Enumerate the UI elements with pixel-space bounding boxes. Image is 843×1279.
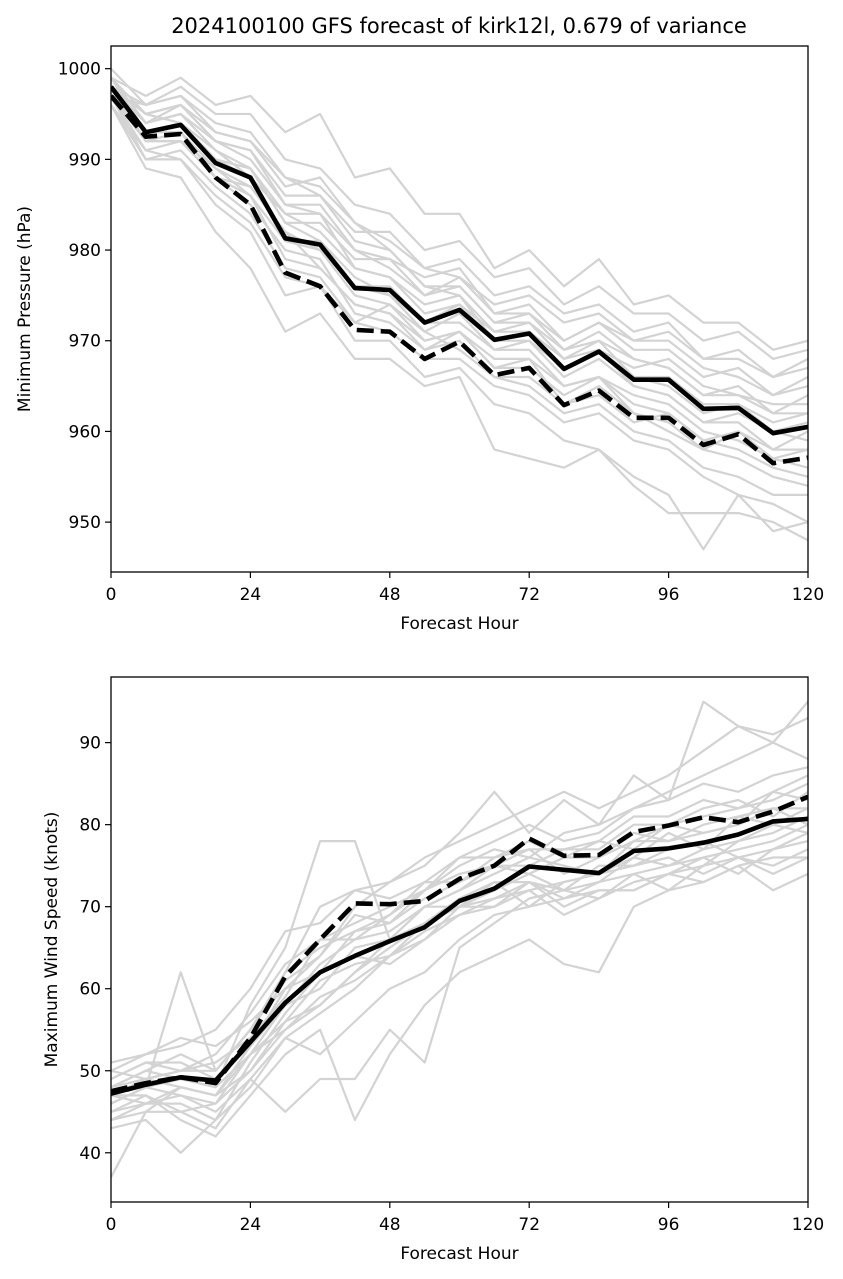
y-tick-label: 60	[79, 980, 101, 1000]
ensemble-member-line	[111, 85, 808, 406]
y-tick-label: 970	[69, 332, 101, 352]
dashed-mean-line	[111, 94, 808, 466]
x-tick-label: 96	[658, 585, 680, 605]
ensemble-member-line	[111, 77, 808, 424]
x-tick-label: 0	[106, 585, 117, 605]
ensemble-member-line	[111, 86, 808, 451]
ensemble-member-line	[111, 831, 808, 1105]
ensemble-member-line	[111, 85, 808, 469]
x-tick-label: 24	[240, 1215, 262, 1235]
ensemble-member-line	[111, 77, 808, 397]
ensemble-member-line	[111, 790, 808, 1081]
y-tick-label: 950	[69, 513, 101, 533]
ensemble-member-line	[111, 823, 808, 1154]
pressure-panel: 0 24 48 72 96 120 950 960 970 980 990 1000 Forecast …	[15, 45, 824, 634]
ensemble-member-line	[111, 94, 808, 415]
ensemble-member-line	[111, 856, 808, 1105]
x-axis-label: Forecast Hour	[400, 614, 518, 634]
y-tick-label: 90	[79, 734, 101, 754]
y-tick-label: 40	[79, 1144, 101, 1164]
solid-mean-line	[111, 816, 808, 1096]
x-tick-label: 120	[792, 1215, 824, 1235]
ensemble-member-line	[111, 807, 808, 1097]
y-tick-label: 1000	[58, 60, 101, 80]
ensemble-member-line	[111, 766, 808, 1080]
axes-frame	[110, 676, 809, 1203]
solid-mean-line	[111, 85, 808, 436]
ensemble-member-line	[111, 67, 808, 379]
y-axis-label: Maximum Wind Speed (knots)	[42, 812, 62, 1068]
ensemble-member-line	[111, 76, 808, 351]
ensemble-member-line	[111, 700, 808, 1064]
y-axis-label: Minimum Pressure (hPa)	[15, 206, 35, 412]
ensemble-member-line	[111, 823, 808, 1089]
x-tick-label: 96	[658, 1215, 680, 1235]
x-tick-label: 120	[792, 585, 824, 605]
ensemble-member-line	[111, 104, 808, 524]
ensemble-member-line	[111, 790, 808, 1081]
y-tick-label: 70	[79, 898, 101, 918]
plot-lines	[111, 700, 808, 1178]
ensemble-member-line	[111, 782, 808, 1089]
dashed-mean-line	[111, 794, 808, 1094]
x-tick-label: 72	[518, 585, 540, 605]
figure-title: 2024100100 GFS forecast of kirk12l, 0.67…	[171, 14, 747, 38]
x-axis-label: Forecast Hour	[400, 1244, 518, 1264]
y-tick-label: 50	[79, 1062, 101, 1082]
ensemble-member-line	[111, 104, 808, 542]
y-tick-label: 980	[69, 241, 101, 261]
wind-panel: 0 24 48 72 96 120 40 50 60 70 80 90 Forecast Hour Max…	[42, 676, 824, 1264]
ensemble-member-line	[111, 774, 808, 1089]
ensemble-member-line	[111, 76, 808, 415]
ensemble-member-line	[111, 864, 808, 1138]
axes-frame	[110, 45, 809, 573]
x-tick-label: 24	[240, 585, 262, 605]
ensemble-member-line	[111, 95, 808, 487]
ensemble-member-line	[111, 86, 808, 496]
ensemble-member-line	[111, 77, 808, 379]
ensemble-member-line	[111, 717, 808, 1072]
ensemble-member-line	[111, 104, 808, 551]
x-tick-label: 0	[106, 1215, 117, 1235]
ensemble-member-line	[111, 807, 808, 1178]
x-tick-label: 72	[518, 1215, 540, 1235]
x-tick-label: 48	[379, 585, 401, 605]
y-tick-label: 960	[69, 422, 101, 442]
ensemble-member-line	[111, 85, 808, 360]
x-tick-label: 48	[379, 1215, 401, 1235]
y-tick-label: 990	[69, 150, 101, 170]
plot-lines	[111, 67, 808, 551]
y-tick-label: 80	[79, 816, 101, 836]
